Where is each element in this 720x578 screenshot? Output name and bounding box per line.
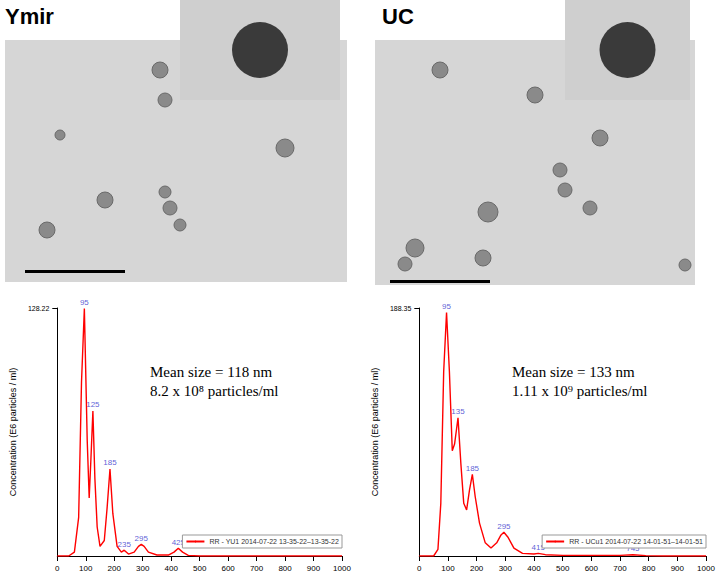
- svg-text:700: 700: [250, 564, 264, 573]
- svg-text:235: 235: [118, 540, 132, 549]
- svg-text:125: 125: [86, 400, 100, 409]
- html-text:Ymir: Ymir: [5, 4, 54, 29]
- svg-text:185: 185: [103, 458, 117, 467]
- svg-text:0: 0: [417, 564, 422, 573]
- svg-text:800: 800: [278, 564, 292, 573]
- svg-text:500: 500: [193, 564, 207, 573]
- svg-text:1000: 1000: [333, 564, 351, 573]
- svg-text:RR - UCu1 2014-07-22 14-01-51–: RR - UCu1 2014-07-22 14-01-51–14-01-51: [569, 538, 703, 545]
- svg-text:Mean size = 133 nm: Mean size = 133 nm: [512, 364, 635, 380]
- svg-text:700: 700: [613, 564, 627, 573]
- svg-text:100: 100: [441, 564, 455, 573]
- html-text:UC: UC: [382, 4, 414, 29]
- svg-text:425: 425: [171, 537, 185, 547]
- svg-text:900: 900: [671, 564, 685, 573]
- svg-text:1000: 1000: [697, 564, 715, 573]
- svg-text:8.2 x 10⁸ particles/ml: 8.2 x 10⁸ particles/ml: [150, 383, 279, 399]
- svg-text:300: 300: [136, 564, 150, 573]
- svg-text:100: 100: [79, 564, 93, 573]
- svg-text:500: 500: [556, 564, 570, 573]
- svg-text:400: 400: [527, 564, 541, 573]
- svg-text:295: 295: [135, 534, 149, 543]
- svg-text:95: 95: [442, 302, 451, 311]
- svg-text:185: 185: [466, 464, 480, 473]
- svg-text:0: 0: [55, 564, 60, 573]
- svg-text:600: 600: [221, 564, 235, 573]
- svg-text:745: 745: [626, 544, 640, 554]
- svg-text:900: 900: [307, 564, 321, 573]
- svg-text:95: 95: [80, 298, 89, 307]
- svg-text:135: 135: [451, 407, 465, 416]
- svg-text:RR - YU1 2014-07-22 13-35-22–1: RR - YU1 2014-07-22 13-35-22–13-35-22: [209, 538, 339, 545]
- svg-text:188.35: 188.35: [390, 305, 412, 312]
- svg-text:Concentration (E6 particles /: Concentration (E6 particles / ml): [8, 368, 18, 497]
- svg-text:200: 200: [470, 564, 484, 573]
- svg-text:600: 600: [585, 564, 599, 573]
- svg-text:295: 295: [497, 522, 511, 531]
- svg-text:Mean size = 118 nm: Mean size = 118 nm: [150, 364, 272, 380]
- svg-text:400: 400: [165, 564, 179, 573]
- svg-text:800: 800: [642, 564, 656, 573]
- svg-text:Concentration (E6 particles /: Concentration (E6 particles / ml): [370, 368, 380, 497]
- svg-text:128.22: 128.22: [28, 305, 50, 312]
- svg-text:200: 200: [108, 564, 122, 573]
- svg-text:300: 300: [499, 564, 513, 573]
- svg-text:1.11 x 10⁹ particles/ml: 1.11 x 10⁹ particles/ml: [512, 383, 647, 399]
- svg-text:415: 415: [531, 542, 545, 552]
